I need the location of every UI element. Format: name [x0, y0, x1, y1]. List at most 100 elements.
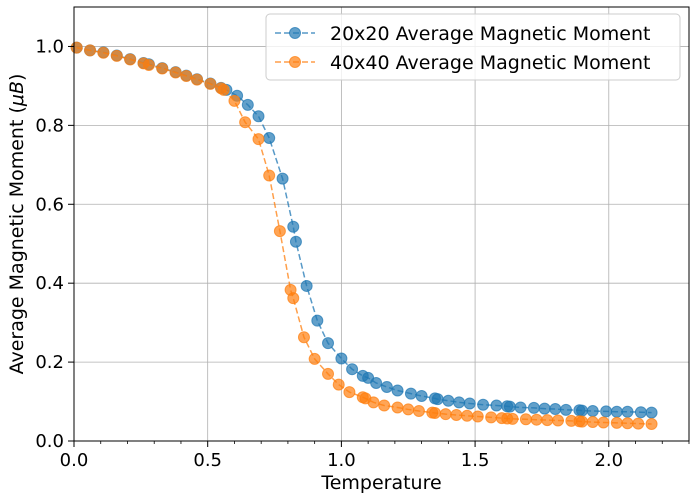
- data-point: [632, 417, 645, 430]
- legend-item: 20x20 Average Magnetic Moment: [275, 23, 650, 45]
- data-point: [645, 418, 658, 431]
- data-point: [450, 408, 463, 421]
- legend: 20x20 Average Magnetic Moment 40x40 Avera…: [265, 13, 681, 81]
- data-point: [343, 386, 356, 399]
- data-point: [191, 73, 203, 86]
- data-point: [110, 49, 123, 62]
- data-point: [415, 390, 428, 403]
- data-point: [600, 405, 613, 418]
- legend-item: 40x40 Average Magnetic Moment: [275, 52, 650, 74]
- data-point: [503, 400, 516, 413]
- legend-items: 20x20 Average Magnetic Moment 40x40 Avera…: [275, 23, 650, 74]
- legend-marker: [289, 27, 301, 39]
- data-point: [576, 415, 589, 428]
- y-tick-label: 1.0: [35, 36, 64, 57]
- data-point: [597, 416, 610, 429]
- series-layer: [70, 41, 658, 431]
- data-point: [610, 405, 623, 418]
- data-point: [367, 396, 380, 409]
- data-point: [204, 77, 217, 90]
- y-axis-title-unit: μB: [6, 81, 28, 107]
- x-tick-label: 0.5: [193, 450, 222, 471]
- data-point: [217, 83, 230, 96]
- legend-label: 40x40 Average Magnetic Moment: [330, 52, 650, 74]
- plot-frame: [73, 6, 690, 442]
- data-point: [541, 414, 554, 427]
- data-point: [322, 367, 335, 380]
- data-point: [549, 403, 562, 416]
- data-point: [428, 406, 441, 419]
- x-tick-label: 0.0: [60, 450, 89, 471]
- data-point: [380, 380, 393, 393]
- data-point: [287, 292, 300, 305]
- data-point: [610, 416, 623, 429]
- y-tick-label: 0.6: [35, 194, 64, 215]
- data-point: [239, 116, 252, 129]
- data-point: [142, 58, 155, 71]
- data-point: [477, 398, 490, 411]
- data-point: [322, 337, 335, 350]
- data-point: [263, 131, 276, 144]
- y-tick-label: 0.0: [35, 431, 64, 452]
- data-point: [485, 411, 498, 424]
- data-point: [461, 409, 474, 422]
- data-point: [471, 410, 484, 423]
- data-point: [634, 406, 647, 419]
- data-point: [404, 387, 417, 400]
- data-point: [453, 396, 466, 409]
- data-point: [530, 413, 543, 426]
- data-point: [439, 408, 452, 421]
- data-point: [156, 62, 169, 75]
- data-point: [527, 401, 540, 414]
- data-point: [506, 412, 519, 425]
- data-point: [621, 417, 634, 430]
- data-point: [412, 405, 425, 418]
- y-axis-title-main: Average Magnetic Moment (: [6, 106, 28, 374]
- data-point: [252, 133, 265, 146]
- x-tick-label: 1.5: [461, 450, 490, 471]
- data-point: [263, 169, 276, 182]
- data-point: [442, 394, 455, 407]
- series-2: [70, 41, 658, 431]
- data-point: [289, 235, 302, 248]
- data-point: [308, 352, 321, 365]
- data-point: [97, 46, 110, 59]
- data-point: [124, 53, 137, 66]
- data-point: [391, 384, 404, 397]
- y-tick-label: 0.4: [35, 273, 64, 294]
- data-point: [463, 397, 476, 410]
- ticks: 0.0 0.5 1.0 1.5 2.0 0.0 0.2 0.4 0.6 0.8 1.0: [35, 36, 690, 471]
- data-point: [391, 401, 404, 414]
- data-point: [273, 225, 286, 238]
- data-point: [551, 414, 564, 427]
- data-point: [621, 405, 634, 418]
- data-point: [332, 378, 345, 391]
- data-point: [84, 44, 97, 57]
- data-point: [311, 314, 324, 327]
- data-point: [228, 94, 241, 107]
- data-point: [180, 70, 193, 83]
- data-point: [538, 402, 551, 415]
- y-axis-title: Average Magnetic Moment (μB): [6, 74, 28, 375]
- data-point: [576, 404, 589, 417]
- x-tick-label: 2.0: [594, 450, 623, 471]
- data-point: [560, 403, 572, 416]
- data-point: [300, 279, 313, 292]
- legend-box: [265, 13, 681, 81]
- data-point: [346, 363, 359, 376]
- data-point: [370, 377, 383, 390]
- data-point: [514, 401, 527, 414]
- y-tick-label: 0.2: [35, 352, 64, 373]
- data-point: [70, 41, 83, 54]
- y-tick-label: 0.8: [35, 115, 64, 136]
- data-point: [586, 405, 599, 418]
- data-point: [276, 172, 289, 185]
- y-axis-title-close: ): [6, 74, 28, 81]
- data-point: [287, 220, 300, 233]
- data-point: [490, 399, 503, 412]
- data-point: [378, 399, 391, 412]
- data-point: [645, 406, 658, 419]
- data-point: [252, 110, 265, 123]
- data-point: [519, 413, 532, 426]
